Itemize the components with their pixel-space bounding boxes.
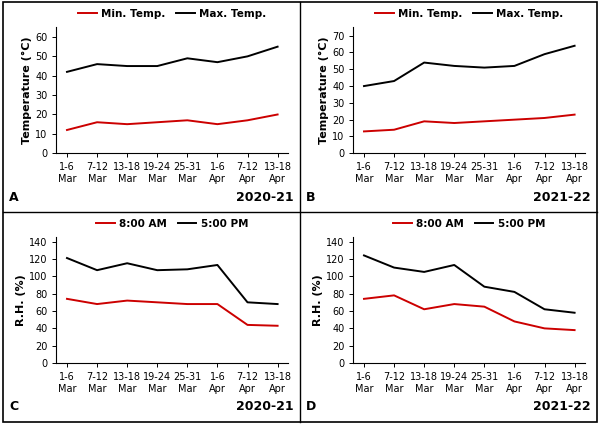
Legend: 8:00 AM, 5:00 PM: 8:00 AM, 5:00 PM	[389, 215, 549, 233]
Legend: Min. Temp., Max. Temp.: Min. Temp., Max. Temp.	[371, 5, 568, 23]
Text: D: D	[306, 400, 316, 413]
Legend: 8:00 AM, 5:00 PM: 8:00 AM, 5:00 PM	[92, 215, 252, 233]
Y-axis label: R.H. (%): R.H. (%)	[313, 274, 323, 326]
Y-axis label: R.H. (%): R.H. (%)	[16, 274, 26, 326]
Text: C: C	[9, 400, 18, 413]
Legend: Min. Temp., Max. Temp.: Min. Temp., Max. Temp.	[74, 5, 271, 23]
Text: 2021-22: 2021-22	[533, 400, 591, 413]
Text: A: A	[9, 190, 19, 204]
Y-axis label: Temperature (°C): Temperature (°C)	[22, 36, 32, 144]
Text: 2020-21: 2020-21	[236, 400, 294, 413]
Text: B: B	[306, 190, 316, 204]
Y-axis label: Temperature (°C): Temperature (°C)	[319, 36, 329, 144]
Text: 2021-22: 2021-22	[533, 190, 591, 204]
Text: 2020-21: 2020-21	[236, 190, 294, 204]
